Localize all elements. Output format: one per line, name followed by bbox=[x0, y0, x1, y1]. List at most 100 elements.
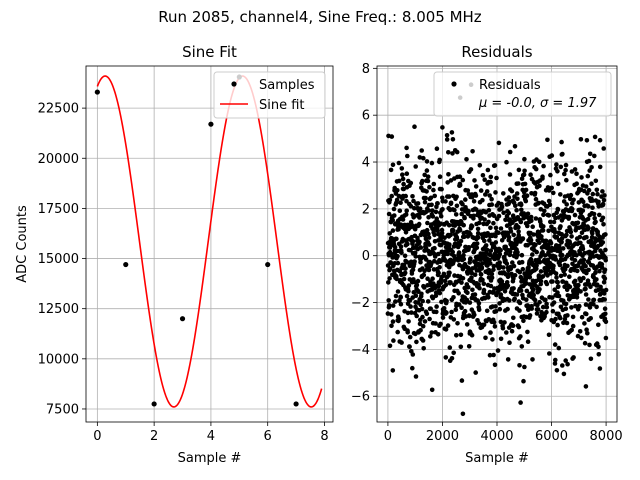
residual-point bbox=[582, 340, 588, 346]
residual-point bbox=[393, 293, 399, 299]
residual-point bbox=[422, 285, 427, 290]
residual-point bbox=[493, 309, 499, 314]
residual-point bbox=[597, 366, 603, 371]
residual-point bbox=[518, 219, 524, 225]
residual-point bbox=[456, 291, 462, 296]
residual-point bbox=[518, 334, 523, 339]
residual-point bbox=[395, 289, 401, 294]
residual-point bbox=[581, 222, 587, 228]
residual-point bbox=[498, 336, 504, 342]
residual-point bbox=[440, 195, 445, 201]
residual-point bbox=[431, 187, 436, 193]
sine-fit-title: Sine Fit bbox=[182, 43, 237, 61]
residual-point bbox=[597, 164, 603, 170]
residual-point bbox=[395, 260, 401, 266]
residual-point bbox=[533, 196, 539, 202]
residual-point bbox=[524, 297, 529, 303]
residual-point bbox=[474, 245, 480, 250]
residual-point bbox=[585, 278, 591, 284]
residual-point bbox=[433, 321, 438, 326]
residual-point bbox=[544, 281, 550, 287]
residual-point bbox=[493, 233, 498, 239]
residual-point bbox=[552, 361, 558, 366]
residual-point bbox=[551, 300, 557, 305]
residual-point bbox=[435, 332, 441, 337]
residual-point bbox=[563, 162, 569, 168]
residual-point bbox=[410, 267, 416, 273]
residual-point bbox=[464, 157, 469, 162]
residual-point bbox=[525, 339, 531, 345]
residual-point bbox=[459, 305, 464, 311]
legend-residuals-label: Residuals bbox=[479, 78, 541, 93]
residual-point bbox=[511, 315, 516, 321]
residual-point bbox=[583, 184, 589, 189]
residual-point bbox=[563, 167, 568, 173]
residual-point bbox=[558, 192, 563, 197]
residual-point bbox=[396, 226, 401, 232]
residual-point bbox=[406, 283, 412, 288]
residual-point bbox=[586, 297, 591, 302]
sample-point bbox=[208, 121, 214, 127]
residual-point bbox=[594, 304, 599, 310]
residual-point bbox=[602, 267, 608, 273]
residual-point bbox=[403, 212, 409, 217]
residual-point bbox=[533, 216, 539, 221]
residual-point bbox=[540, 304, 546, 310]
residual-point bbox=[437, 265, 442, 270]
figure-suptitle: Run 2085, channel4, Sine Freq.: 8.005 MH… bbox=[158, 8, 482, 26]
residual-point bbox=[488, 330, 493, 335]
residual-point bbox=[429, 160, 435, 166]
residual-point bbox=[481, 281, 487, 287]
residual-point bbox=[491, 267, 496, 273]
residual-point bbox=[423, 195, 428, 201]
residual-point bbox=[396, 160, 402, 166]
residual-point bbox=[439, 299, 444, 305]
residual-point bbox=[535, 307, 541, 312]
residual-point bbox=[579, 314, 585, 320]
residual-point bbox=[483, 243, 489, 248]
residual-point bbox=[479, 265, 485, 271]
residual-point bbox=[426, 208, 431, 213]
residual-point bbox=[601, 146, 606, 151]
residual-point bbox=[497, 260, 503, 265]
residual-point bbox=[576, 282, 581, 288]
residual-point bbox=[602, 291, 607, 296]
residual-point bbox=[569, 305, 574, 310]
residual-point bbox=[542, 208, 547, 214]
residual-point bbox=[554, 275, 559, 280]
residual-point bbox=[525, 211, 531, 217]
residual-point bbox=[570, 314, 576, 320]
residual-point bbox=[530, 224, 535, 229]
residual-point bbox=[488, 261, 493, 266]
residual-point bbox=[449, 309, 454, 315]
residual-point bbox=[441, 271, 447, 277]
residual-point bbox=[478, 272, 484, 277]
sample-point bbox=[94, 89, 100, 95]
residual-point bbox=[553, 316, 558, 322]
residual-point bbox=[564, 287, 570, 293]
residual-point bbox=[398, 200, 403, 205]
residual-point bbox=[582, 321, 587, 326]
residual-point bbox=[548, 240, 554, 246]
residual-point bbox=[491, 320, 497, 325]
residual-point bbox=[517, 363, 522, 368]
residual-point bbox=[582, 188, 587, 194]
residual-point bbox=[424, 168, 430, 173]
residual-point bbox=[571, 355, 576, 360]
residual-point bbox=[387, 276, 392, 281]
residual-point bbox=[517, 300, 523, 306]
residual-point bbox=[543, 238, 549, 244]
residual-point bbox=[583, 384, 589, 389]
residual-point bbox=[591, 302, 596, 307]
residual-point bbox=[594, 187, 600, 193]
residual-point bbox=[430, 276, 435, 282]
residual-point bbox=[544, 301, 549, 307]
residual-point bbox=[578, 289, 583, 294]
residual-point bbox=[448, 280, 453, 285]
residual-point bbox=[466, 245, 472, 250]
residual-point bbox=[500, 325, 506, 331]
residual-point bbox=[412, 205, 417, 211]
residual-point bbox=[506, 235, 512, 240]
residual-point bbox=[419, 291, 424, 297]
residual-point bbox=[497, 306, 503, 312]
